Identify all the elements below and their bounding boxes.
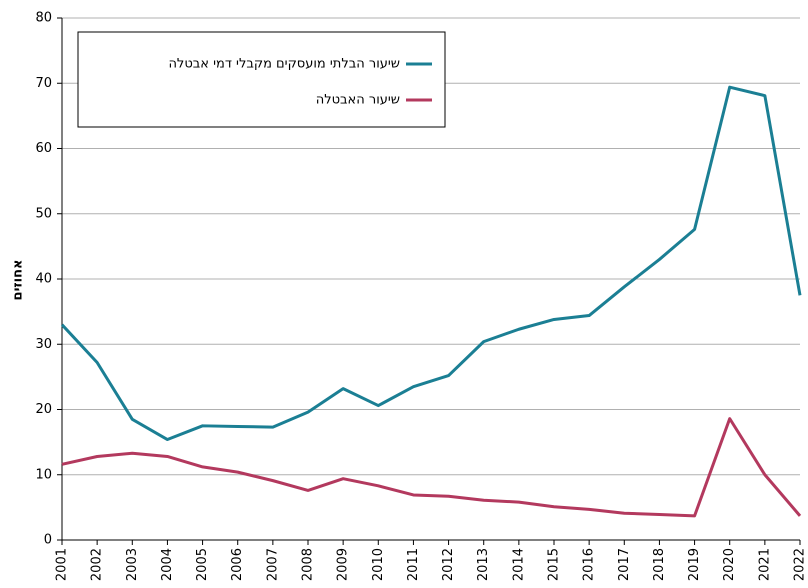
y-tick-label: 70 — [35, 76, 52, 91]
y-tick-label: 0 — [44, 533, 52, 548]
x-tick-label: 2012 — [441, 548, 456, 581]
x-tick-label: 2022 — [793, 548, 808, 581]
x-tick-label: 2006 — [230, 548, 245, 581]
x-tick-label: 2011 — [406, 548, 421, 581]
y-tick-label: 60 — [35, 141, 52, 156]
y-tick-label: 10 — [35, 467, 52, 482]
x-tick-label: 2013 — [476, 548, 491, 581]
x-tick-label: 2014 — [511, 548, 526, 581]
x-tick-label: 2019 — [687, 548, 702, 581]
x-tick-label: 2016 — [582, 548, 597, 581]
y-tick-label: 80 — [35, 11, 52, 26]
x-tick-label: 2001 — [55, 548, 70, 581]
x-tick-label: 2008 — [301, 548, 316, 581]
x-tick-label: 2004 — [160, 548, 175, 581]
y-tick-label: 40 — [35, 272, 52, 287]
series-line — [61, 417, 802, 518]
series-line — [60, 85, 802, 442]
y-tick-label: 30 — [35, 337, 52, 352]
x-tick-label: 2003 — [125, 548, 140, 581]
x-tick-label: 2021 — [757, 548, 772, 581]
legend-label: שיעור האבטלה — [316, 93, 400, 108]
x-tick-label: 2002 — [90, 548, 105, 581]
y-tick-label: 20 — [35, 402, 52, 417]
x-tick-label: 2009 — [336, 548, 351, 581]
legend-label: שיעור הבלתי מועסקים מקבלי דמי אבטלה — [168, 57, 400, 72]
x-tick-label: 2005 — [195, 548, 210, 581]
x-tick-label: 2010 — [371, 548, 386, 581]
y-tick-label: 50 — [35, 206, 52, 221]
legend-box — [77, 31, 446, 128]
x-tick-label: 2017 — [617, 548, 632, 581]
x-tick-label: 2018 — [652, 548, 667, 581]
x-tick-label: 2007 — [265, 548, 280, 581]
x-tick-label: 2015 — [547, 548, 562, 581]
y-axis-label: אחוזים — [11, 260, 26, 301]
x-tick-label: 2020 — [722, 548, 737, 581]
